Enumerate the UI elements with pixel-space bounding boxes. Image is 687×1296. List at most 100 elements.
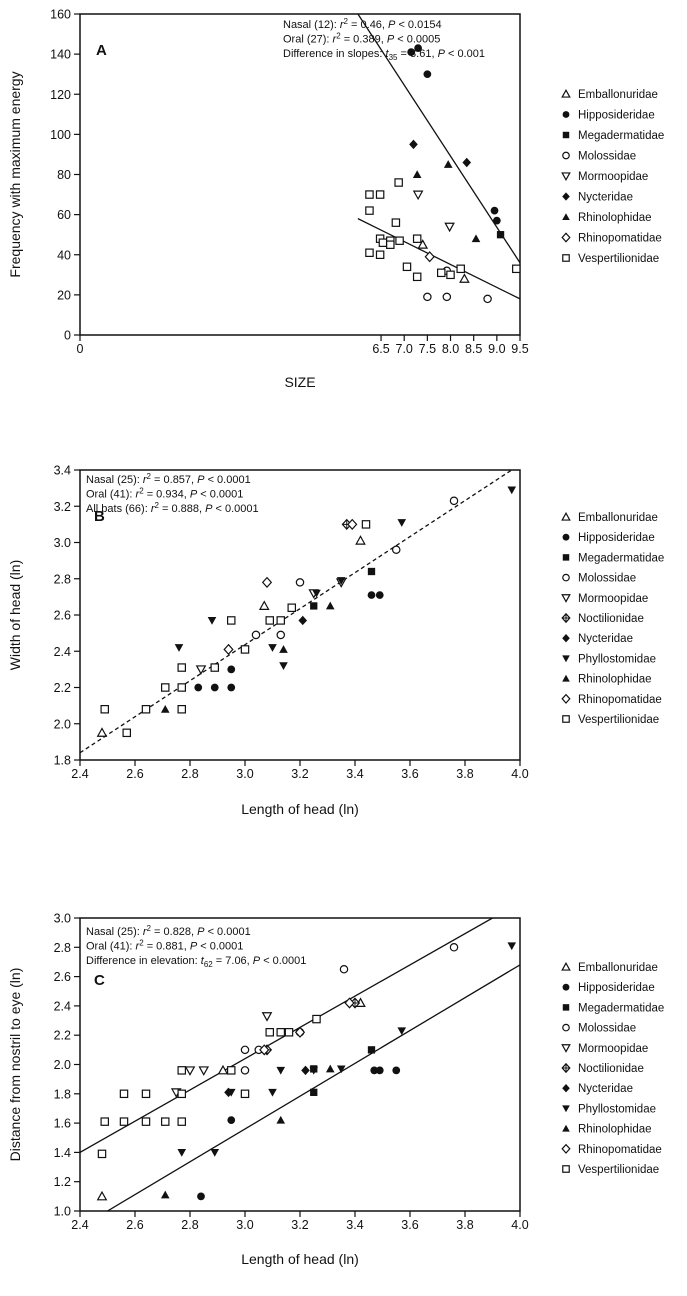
point-vespertilionidae (276, 616, 286, 625)
legend-label-molossidae: Molossidae (578, 573, 636, 585)
point-vespertilionidae (119, 1089, 129, 1099)
point-mormoopidae (184, 1066, 196, 1076)
point-vespertilionidae (141, 704, 151, 714)
point-rhinolophidae (443, 160, 453, 168)
point-rhinolophidae (412, 170, 422, 178)
point-molossidae (391, 545, 401, 555)
legend-label-hipposideridae: Hipposideridae (578, 110, 655, 122)
point-rhinopomatidae (347, 518, 358, 530)
legend-label-nycteridae: Nycteridae (578, 192, 633, 204)
y-tick-label: 80 (57, 168, 71, 182)
point-hipposideridae (197, 1192, 205, 1201)
point-mormoopidae (261, 1012, 273, 1022)
panel-b: 1.8 2.0 2.2 2.4 2.6 2.8 3.0 3.2 3.4 2.4 2.6 2.8 3.0 3… (7, 464, 664, 818)
panel-letter: C (94, 972, 105, 989)
y-tick-label: 160 (50, 8, 71, 22)
point-molossidae (442, 292, 452, 302)
point-vespertilionidae (456, 264, 465, 274)
point-emballonuridae (459, 273, 470, 283)
legend-marker-hipposideridae (562, 533, 570, 541)
y-axis-label: Width of head (ln) (7, 560, 23, 671)
point-vespertilionidae (177, 704, 187, 714)
legend-marker-noctilionidae (561, 1062, 571, 1074)
point-vespertilionidae (395, 236, 404, 245)
point-molossidae (251, 630, 261, 640)
point-megadermatidae (367, 567, 376, 576)
y-tick-label: 2.0 (54, 1058, 71, 1072)
point-hipposideridae (375, 591, 384, 599)
point-vespertilionidae (141, 1089, 151, 1099)
legend-label-megadermatidae: Megadermatidae (578, 552, 664, 564)
legend-marker-megadermatidae (562, 131, 570, 139)
point-hipposideridae (367, 591, 376, 599)
point-phyllostomidae (312, 589, 321, 598)
point-vespertilionidae (446, 270, 455, 280)
stats-annotation: Nasal (25): r2 = 0.828, P < 0.0001 (86, 924, 251, 938)
point-phyllostomidae (397, 519, 407, 527)
panel-letter: A (96, 42, 107, 59)
x-tick-label: 3.8 (456, 1218, 473, 1232)
y-tick-label: 40 (57, 248, 71, 262)
legend-label-nycteridae: Nycteridae (578, 1083, 633, 1095)
point-vespertilionidae (100, 704, 110, 714)
point-molossidae (423, 292, 432, 302)
legend-label-megadermatidae: Megadermatidae (578, 1002, 664, 1014)
legend-label-mormoopidae: Mormoopidae (578, 171, 648, 183)
legend-label-megadermatidae: Megadermatidae (578, 130, 664, 142)
x-axis-label: Length of head (ln) (241, 801, 359, 817)
y-tick-label: 2.2 (54, 1029, 71, 1043)
legend-label-hipposideridae: Hipposideridae (578, 532, 655, 544)
point-emballonuridae (258, 600, 270, 610)
point-mormoopidae (412, 190, 424, 201)
point-emballonuridae (355, 535, 366, 545)
point-vespertilionidae (100, 1117, 110, 1126)
point-vespertilionidae (375, 250, 385, 260)
legend-marker-mormoopidae (561, 594, 571, 603)
legend-marker-nycteridae (562, 634, 570, 643)
point-phyllostomidae (309, 1066, 319, 1075)
point-vespertilionidae (365, 190, 374, 199)
y-tick-label: 3.4 (54, 464, 71, 478)
legend-marker-phyllostomidae (562, 1105, 570, 1113)
point-rhinolophidae (160, 1190, 170, 1199)
y-tick-label: 3.0 (54, 912, 71, 926)
x-tick-label: 2.4 (71, 767, 88, 781)
x-tick-label: 2.6 (126, 767, 143, 781)
point-mormoopidae (195, 665, 207, 675)
x-axis-label: Length of head (ln) (241, 1251, 359, 1267)
x-tick-label: 7.0 (396, 342, 413, 356)
legend-label-vespertilionidae: Vespertilionidae (578, 1164, 659, 1176)
x-tick-label: 0 (77, 342, 84, 356)
point-phyllostomidae (336, 577, 346, 585)
x-tick-label: 3.4 (346, 1218, 363, 1232)
legend-label-rhinopomatidae: Rhinopomatidae (578, 694, 662, 706)
legend-marker-rhinopomatidae (561, 1143, 571, 1154)
point-hipposideridae (194, 683, 203, 692)
stats-annotation: Oral (27): r2 = 0.389, P < 0.0005 (283, 32, 440, 46)
point-hipposideridae (490, 206, 499, 215)
point-rhinolophidae (471, 234, 481, 243)
point-hipposideridae (423, 70, 432, 79)
x-tick-label: 3.2 (291, 767, 308, 781)
plot-frame (79, 13, 521, 336)
point-vespertilionidae (412, 234, 422, 243)
point-vespertilionidae (391, 218, 401, 227)
point-phyllostomidae (336, 1065, 346, 1074)
legend-label-molossidae: Molossidae (578, 151, 636, 163)
legend-marker-molossidae (562, 573, 570, 582)
point-vespertilionidae (437, 268, 446, 278)
legend-label-molossidae: Molossidae (578, 1023, 636, 1035)
legend-marker-molossidae (562, 1023, 570, 1032)
legend-marker-rhinolophidae (562, 1124, 570, 1132)
y-tick-label: 2.6 (54, 609, 71, 623)
y-tick-label: 1.8 (54, 754, 71, 768)
point-vespertilionidae (160, 683, 170, 692)
point-hipposideridae (414, 44, 422, 52)
legend-label-emballonuridae: Emballonuridae (578, 89, 658, 101)
point-nycteridae (301, 1065, 310, 1076)
y-tick-label: 2.8 (54, 941, 71, 955)
legend-label-mormoopidae: Mormoopidae (578, 593, 648, 605)
point-vespertilionidae (177, 1089, 187, 1099)
point-phyllostomidae (279, 662, 288, 671)
x-tick-label: 3.8 (456, 767, 473, 781)
